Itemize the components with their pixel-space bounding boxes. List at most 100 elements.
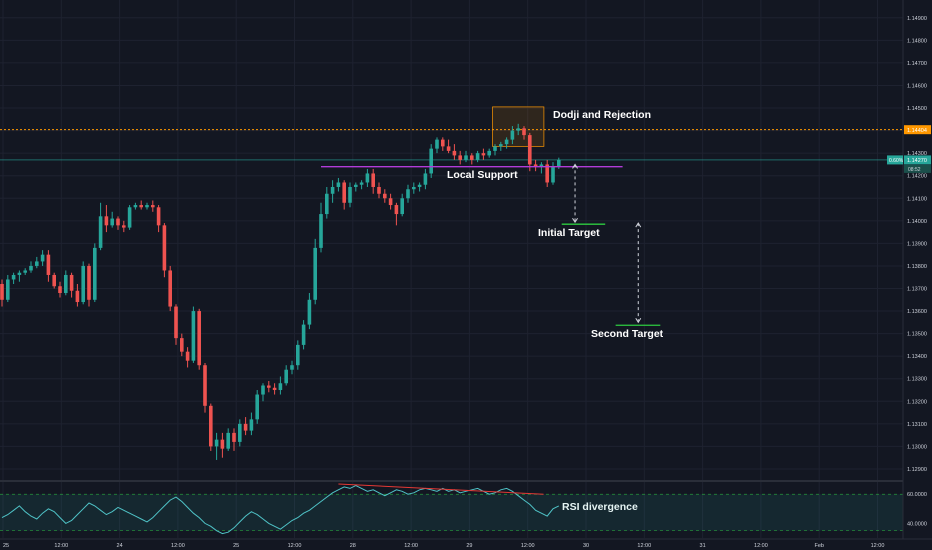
price-tick-label: 1.14500 — [907, 106, 927, 112]
time-axis[interactable]: 25 12:00 24 12:00 25 12:00 28 12:00 29 12:00 30 12:… — [0, 538, 932, 550]
price-tick-label: 1.14600 — [907, 83, 927, 89]
candle-body — [139, 205, 143, 208]
price-tick-label: 1.13600 — [907, 309, 927, 315]
candle-body — [104, 216, 109, 226]
grid-lines — [0, 0, 903, 538]
candle-body — [412, 186, 416, 190]
price-tick-label: 1.13800 — [907, 264, 927, 270]
candle-body — [487, 150, 491, 156]
candle-body — [0, 283, 4, 300]
rsi-divergence-label: RSI divergence — [562, 501, 638, 513]
candle-body — [255, 394, 259, 420]
candle-body — [348, 186, 352, 203]
time-tick-label: 12:00 — [521, 543, 535, 549]
price-axis-bg — [903, 0, 932, 550]
price-tick-label: 1.14000 — [907, 219, 927, 225]
target-arrows — [572, 163, 642, 324]
candle-body — [464, 155, 468, 160]
candle-body — [203, 365, 207, 406]
candle-body — [238, 423, 242, 442]
candle-body — [127, 207, 132, 228]
candle-body — [64, 274, 68, 294]
time-tick-label: 12:00 — [171, 543, 185, 549]
candle-body — [423, 173, 428, 185]
time-tick-label: 31 — [700, 543, 706, 549]
time-tick-label: 25 — [233, 543, 239, 549]
candle-body — [296, 344, 300, 366]
candle-body — [551, 166, 555, 183]
pct-tag — [887, 155, 903, 165]
price-tick-label: 1.13000 — [907, 444, 927, 450]
candle-body — [185, 351, 190, 361]
candle-body — [290, 365, 294, 370]
candle-body — [359, 182, 364, 185]
price-tick-label: 1.13500 — [907, 332, 927, 338]
price-tick-label: 1.13400 — [907, 354, 927, 360]
dodji-label: Dodji and Rejection — [553, 109, 651, 121]
price-lines — [0, 129, 903, 161]
candle-body — [52, 274, 56, 287]
price-tick-label: 1.12900 — [907, 467, 927, 473]
candle-body — [81, 265, 85, 303]
candle-body — [40, 254, 45, 262]
candle-body — [313, 247, 317, 300]
candle-body — [557, 159, 561, 167]
candle-body — [417, 184, 422, 187]
time-tick-label: 30 — [583, 543, 589, 549]
price-tick-label: 1.14900 — [907, 16, 927, 22]
candle-body — [23, 270, 27, 273]
candle-body — [87, 265, 91, 300]
second-target-label: Second Target — [591, 328, 664, 340]
price-axis[interactable]: 1.14900 1.14800 1.14700 1.14600 1.14500 1.144… — [902, 0, 932, 550]
time-tick-label: 28 — [350, 543, 356, 549]
candle-body — [452, 150, 457, 156]
time-axis-bg — [0, 539, 932, 550]
candle-body — [278, 383, 283, 391]
candle-body — [319, 214, 323, 248]
candle-body — [116, 218, 120, 226]
candle-body — [243, 423, 248, 431]
candle-body — [284, 369, 288, 384]
price-tick-label: 1.13900 — [907, 241, 927, 247]
candle-body — [388, 198, 393, 206]
pct-tag-label: 0.60% — [889, 158, 904, 164]
candle-body — [528, 135, 532, 165]
price-tag-label: 1.14404 — [907, 128, 927, 134]
candle-body — [69, 274, 74, 291]
candle-body — [209, 405, 213, 447]
candle-body — [342, 182, 346, 203]
candle-body — [249, 419, 254, 431]
candle-body — [330, 186, 335, 194]
price-tag — [904, 125, 931, 135]
candle-body — [261, 385, 265, 395]
rsi-divergence-line — [338, 483, 544, 495]
candle-body — [470, 155, 474, 160]
candle-body — [93, 247, 97, 300]
candle-body — [545, 164, 549, 183]
candle-body — [214, 439, 219, 447]
candle-body — [539, 164, 544, 167]
rsi-pane — [0, 483, 903, 535]
price-tick-label: 1.14800 — [907, 38, 927, 44]
candle-body — [406, 189, 410, 199]
price-tick-label: 1.14200 — [907, 174, 927, 180]
candle-body — [168, 270, 172, 307]
candle-body — [267, 385, 271, 388]
price-tick-label: 1.14100 — [907, 196, 927, 202]
candle-body — [475, 153, 480, 160]
candle-body — [17, 272, 22, 275]
price-tag — [904, 155, 931, 165]
price-tick-label: 1.14300 — [907, 151, 927, 157]
candle-body — [151, 205, 155, 208]
candle-body — [122, 225, 126, 228]
rsi-line — [1, 484, 560, 535]
time-tick-label: 12:00 — [288, 543, 302, 549]
second-target-arrow-head-down — [635, 318, 642, 324]
candle-body — [493, 146, 497, 151]
price-tick-label: 1.13200 — [907, 399, 927, 405]
candle-body — [499, 144, 503, 147]
candlestick-series — [0, 123, 561, 460]
initial-target-arrow-head-up — [572, 163, 578, 169]
